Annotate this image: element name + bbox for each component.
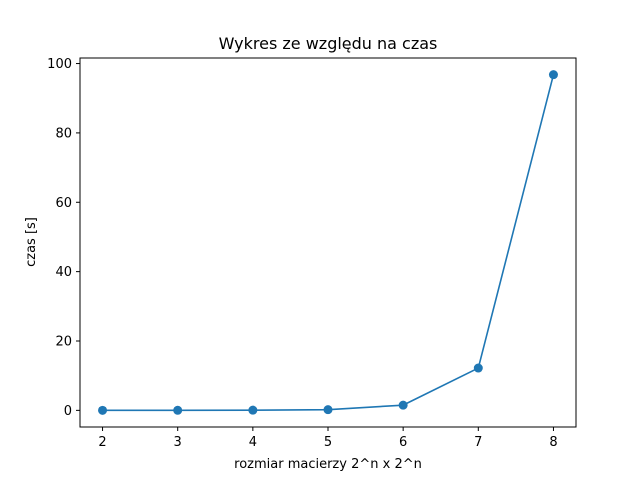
y-tick-label: 20 (55, 334, 72, 349)
y-tick-label: 100 (47, 57, 72, 72)
data-point (173, 405, 183, 415)
x-tick-label: 8 (549, 435, 557, 450)
data-point (323, 405, 333, 415)
plot-frame (79, 57, 577, 428)
series-line (102, 74, 555, 412)
x-tick-label: 4 (249, 435, 257, 450)
x-axis-label: rozmiar macierzy 2^n x 2^n (234, 457, 422, 472)
data-point (398, 400, 408, 410)
y-tick-label: 60 (55, 196, 72, 211)
x-tick-label: 5 (324, 435, 332, 450)
y-tick-label: 0 (64, 404, 72, 419)
x-tick-label: 6 (399, 435, 407, 450)
y-tick-label: 80 (55, 126, 72, 141)
data-point (248, 405, 258, 415)
data-point (548, 70, 558, 80)
y-tick-label: 40 (55, 265, 72, 280)
data-point (473, 363, 483, 373)
x-tick-label: 3 (174, 435, 182, 450)
x-tick-label: 7 (474, 435, 482, 450)
x-tick-label: 2 (98, 435, 106, 450)
y-axis-label: czas [s] (24, 217, 39, 267)
chart-title: Wykres ze względu na czas (219, 34, 438, 53)
data-point (98, 405, 108, 415)
